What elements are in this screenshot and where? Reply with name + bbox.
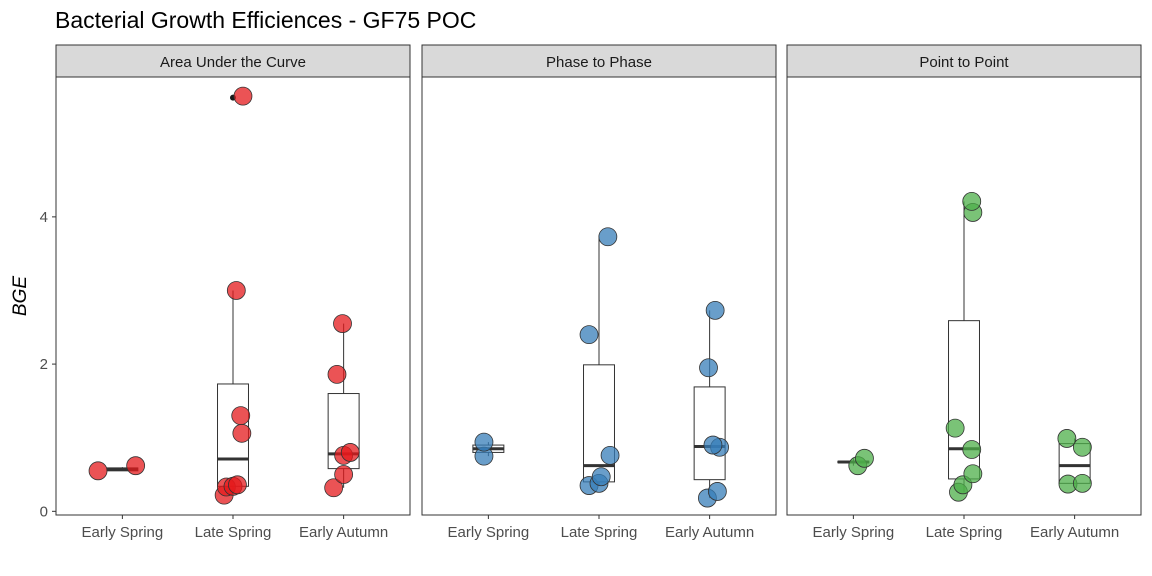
- x-tick-label: Late Spring: [195, 524, 272, 541]
- data-point: [600, 445, 620, 465]
- data-point: [855, 448, 874, 468]
- x-tick-label: Early Autumn: [665, 524, 754, 541]
- data-point: [963, 464, 983, 484]
- data-point: [334, 465, 354, 484]
- x-tick-label: Early Spring: [813, 524, 895, 541]
- box-iqr: [693, 386, 726, 481]
- facet-panels: 0 2 4 Area Under the Curve Early Spring Late …: [40, 44, 1142, 541]
- data-point: [962, 440, 982, 459]
- data-point: [324, 478, 344, 498]
- y-axis-label: BGE: [10, 276, 31, 316]
- facet-strip-label: Point to Point: [919, 54, 1009, 71]
- data-point: [226, 281, 246, 300]
- facet-strip: [421, 44, 777, 78]
- x-tick-label: Early Spring: [448, 524, 530, 541]
- data-point: [333, 314, 352, 334]
- facet-strip: [55, 44, 411, 78]
- data-point: [327, 364, 347, 384]
- data-point: [707, 482, 727, 501]
- facet-strip-label: Area Under the Curve: [160, 54, 306, 71]
- facet-strip: [786, 44, 1142, 78]
- data-point: [126, 456, 146, 476]
- data-point: [598, 227, 618, 247]
- y-tick-label: 4: [40, 209, 48, 226]
- data-point: [1072, 473, 1092, 493]
- x-tick-label: Early Autumn: [1030, 524, 1119, 541]
- data-point: [1057, 429, 1077, 448]
- facet-strip-label: Phase to Phase: [546, 54, 652, 71]
- data-point: [232, 423, 252, 443]
- data-point: [699, 358, 718, 378]
- data-point: [228, 475, 247, 495]
- x-tick-label: Early Autumn: [299, 524, 388, 541]
- chart-title: Bacterial Growth Efficiences - GF75 POC: [55, 7, 476, 33]
- data-point: [945, 418, 965, 438]
- facet-panel: Area Under the Curve Early Spring Late Spr…: [55, 44, 411, 541]
- y-tick-label: 2: [40, 356, 48, 373]
- data-point: [88, 461, 108, 481]
- data-point: [474, 432, 494, 452]
- facet-panel: Phase to Phase Early Spring Late Spring Ear…: [421, 44, 777, 541]
- data-point: [591, 467, 611, 487]
- x-tick-label: Late Spring: [926, 524, 1003, 541]
- y-tick-label: 0: [40, 503, 48, 520]
- data-point: [1072, 437, 1092, 457]
- x-tick-label: Late Spring: [561, 524, 638, 541]
- data-point: [340, 443, 360, 462]
- data-point: [579, 325, 599, 345]
- facet-panel: Point to Point Early Spring Late Spring Ear…: [786, 44, 1142, 541]
- data-point: [233, 86, 253, 106]
- x-tick-label: Early Spring: [82, 524, 164, 541]
- data-point: [705, 300, 725, 320]
- data-point: [703, 435, 723, 455]
- data-point: [231, 406, 251, 426]
- data-point: [962, 192, 982, 211]
